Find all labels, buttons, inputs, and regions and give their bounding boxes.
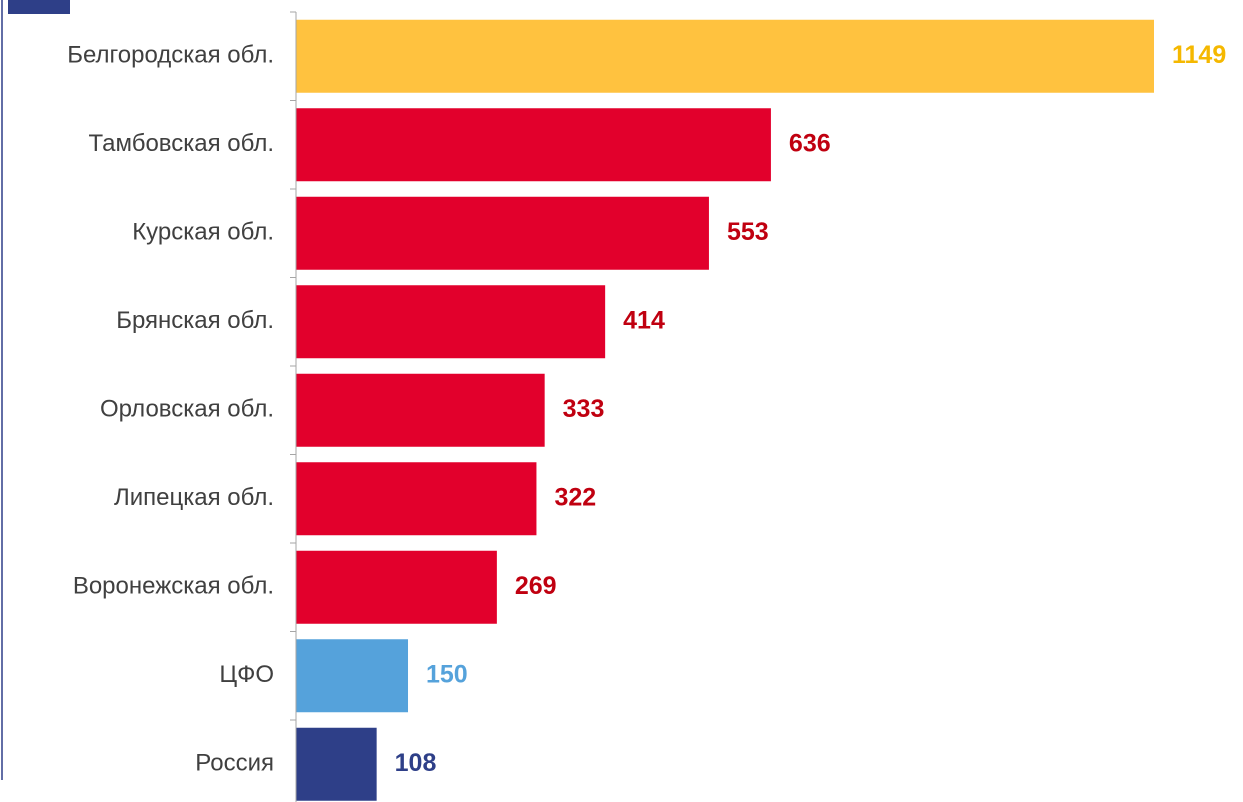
category-label: ЦФО (219, 661, 274, 688)
category-label: Россия (195, 750, 274, 777)
category-label: Курская обл. (132, 219, 274, 246)
category-label: Орловская обл. (100, 396, 274, 423)
bar (296, 19, 1154, 93)
bar (296, 462, 537, 536)
bar (296, 285, 606, 359)
labels-layer: Белгородская обл. 1149 Тамбовская обл. 636 К… (67, 41, 1226, 777)
bar (296, 108, 771, 182)
bar (296, 727, 377, 801)
value-label: 636 (789, 129, 831, 157)
category-axis (290, 11, 297, 802)
category-label: Брянская обл. (116, 307, 274, 334)
bar (296, 639, 409, 713)
value-label: 108 (395, 749, 437, 777)
bar (296, 373, 545, 447)
value-label: 1149 (1172, 41, 1226, 69)
value-label: 322 (554, 483, 596, 511)
category-label: Липецкая обл. (114, 484, 274, 511)
category-label: Воронежская обл. (73, 573, 274, 600)
category-label: Белгородская обл. (67, 42, 274, 69)
value-label: 333 (563, 395, 605, 423)
category-label: Тамбовская обл. (89, 130, 274, 157)
bar (296, 196, 709, 270)
value-label: 414 (623, 306, 665, 334)
bars-layer (296, 19, 1154, 801)
value-label: 150 (426, 660, 468, 688)
bar (296, 550, 497, 624)
corner-accent-block (8, 0, 70, 14)
value-label: 269 (515, 572, 557, 600)
value-label: 553 (727, 218, 769, 246)
